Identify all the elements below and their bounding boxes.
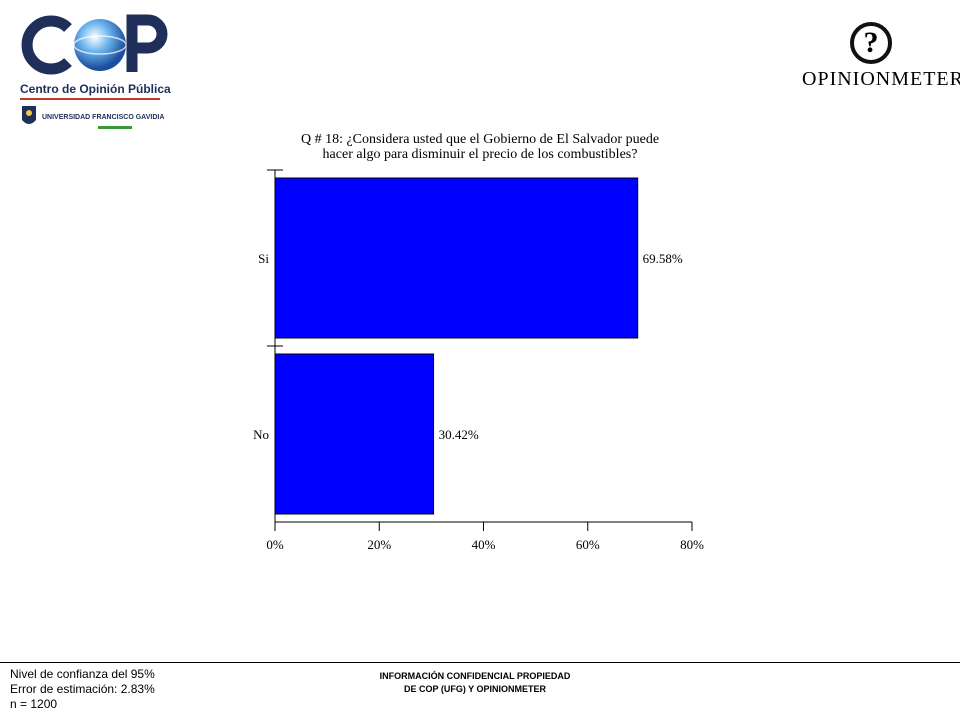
footer-stats: Nivel de confianza del 95% Error de esti… (10, 667, 155, 712)
cop-divider (20, 98, 160, 100)
university-name: UNIVERSIDAD FRANCISCO GAVIDIA (42, 114, 165, 121)
footer-divider (0, 662, 960, 663)
x-tick-label: 60% (576, 537, 600, 552)
ufg-logo: UNIVERSIDAD FRANCISCO GAVIDIA (20, 104, 180, 134)
x-tick-label: 20% (367, 537, 391, 552)
opinionmeter-name: OPINIONMETER (802, 68, 960, 90)
ufg-green-bar (98, 126, 132, 129)
confidence-level: Nivel de confianza del 95% (10, 667, 155, 681)
x-tick-label: 40% (472, 537, 496, 552)
confidentiality-line-1: INFORMACIÓN CONFIDENCIAL PROPIEDAD (379, 671, 571, 681)
chart-title-line-1: Q # 18: ¿Considera usted que el Gobierno… (300, 132, 660, 147)
cop-subtitle: Centro de Opinión Pública (20, 82, 171, 96)
sample-size: n = 1200 (10, 697, 58, 711)
data-label: 69.58% (643, 251, 683, 266)
question-mark-icon: ? (850, 22, 892, 64)
x-tick-label: 0% (266, 537, 284, 552)
bar-si (274, 177, 639, 339)
chart-title-line-2: hacer algo para disminuir el precio de l… (322, 147, 638, 162)
cop-logo: Centro de Opinión Pública UNIVERSIDAD FR… (14, 14, 174, 129)
category-label: No (253, 427, 269, 442)
margin-of-error: Error de estimación: 2.83% (10, 682, 155, 696)
data-label: 30.42% (439, 427, 479, 442)
opinionmeter-logo: ? OPINIONMETER (802, 22, 960, 92)
bar-no (274, 353, 435, 515)
cop-logo-letters (21, 14, 168, 75)
ufg-crest-icon (22, 106, 36, 124)
category-label: Si (258, 251, 269, 266)
confidentiality-line-2: DE COP (UFG) Y OPINIONMETER (403, 684, 547, 694)
confidentiality-notice: INFORMACIÓN CONFIDENCIAL PROPIEDAD DE CO… (330, 670, 620, 696)
x-tick-label: 80% (680, 537, 704, 552)
chart-title: Q # 18: ¿Considera usted que el Gobierno… (230, 132, 730, 162)
